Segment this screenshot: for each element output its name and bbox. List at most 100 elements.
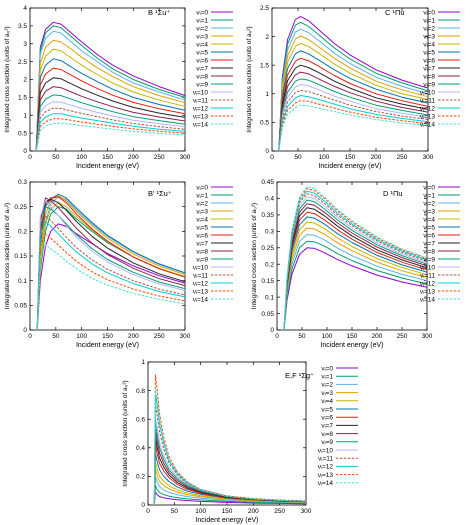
y-tick-label: 0.6 xyxy=(136,416,145,423)
y-tick-label: 2.5 xyxy=(18,59,27,66)
series-line-v1 xyxy=(35,25,186,152)
plot-frame xyxy=(29,181,186,331)
legend-label-v12: νᵢ=12 xyxy=(193,280,209,287)
chart-panel-4: 0 50 100 150 200 250 300 0 0.05 0.1 0.15 0.2 0.25 0.3… xyxy=(251,179,460,349)
y-tick-label: 0.4 xyxy=(265,196,274,203)
series-line-v12 xyxy=(36,221,186,331)
y-tick-label: 0.5 xyxy=(260,120,269,127)
y-tick-label: 0.25 xyxy=(14,204,27,211)
series-line-v11 xyxy=(36,215,186,331)
y-tick-label: 0.35 xyxy=(261,212,274,219)
series-line-v11 xyxy=(278,89,429,152)
x-tick-label: 300 xyxy=(180,333,191,340)
x-tick-label: 150 xyxy=(222,508,233,515)
chart-panel-3: 0 50 100 150 200 250 300 0 0.05 0.1 0.15 0.2 0.25 0.3… xyxy=(4,179,233,349)
y-tick-label: 0.05 xyxy=(261,311,274,318)
legend-label-v6: νᵢ=6 xyxy=(196,57,208,64)
legend-label-v14: νᵢ=14 xyxy=(318,480,334,487)
series-line-v3 xyxy=(283,227,428,331)
legend-label-v8: νᵢ=8 xyxy=(196,248,208,255)
legend-label-v4: νᵢ=4 xyxy=(196,216,208,223)
series-line-v4 xyxy=(278,43,429,152)
series-line-v10 xyxy=(35,101,186,152)
legend-label-v11: νᵢ=11 xyxy=(318,456,333,463)
legend-label-v3: νᵢ=3 xyxy=(196,208,208,215)
y-tick-label: 0.15 xyxy=(261,278,274,285)
series-line-v12 xyxy=(35,113,186,152)
legend-label-v13: νᵢ=13 xyxy=(420,113,436,120)
legend-label-v9: νᵢ=9 xyxy=(423,256,435,263)
panel-title: E,F ¹Σg⁺ xyxy=(285,371,314,380)
legend-label-v6: νᵢ=6 xyxy=(423,232,435,239)
legend-label-v11: νᵢ=11 xyxy=(193,272,208,279)
y-axis-label: Integrated cross section (units of a₀²) xyxy=(122,380,129,486)
series-line-v14 xyxy=(278,104,429,152)
series-line-v6 xyxy=(278,57,429,152)
chart-panel-2: 0 50 100 150 200 250 300 0 0.5 1 1.5 2 2.5 Incident e… xyxy=(246,5,460,170)
y-tick-label: 0.3 xyxy=(18,179,27,186)
legend-label-v9: νᵢ=9 xyxy=(196,81,208,88)
y-tick-label: 0 xyxy=(23,148,27,155)
legend-label-v7: νᵢ=7 xyxy=(196,240,208,247)
series-line-v0 xyxy=(278,16,429,152)
legend-label-v12: νᵢ=12 xyxy=(318,464,334,471)
series-line-v13 xyxy=(283,188,428,331)
legend-label-v4: νᵢ=4 xyxy=(196,41,208,48)
legend-label-v14: νᵢ=14 xyxy=(193,121,209,128)
y-tick-label: 0.1 xyxy=(265,294,274,301)
legend-label-v13: νᵢ=13 xyxy=(193,288,209,295)
y-tick-label: 4 xyxy=(23,5,27,12)
panel-title: C ¹Πu xyxy=(385,8,405,17)
legend-label-v3: νᵢ=3 xyxy=(196,33,208,40)
series-line-v1 xyxy=(153,485,307,506)
series-line-v7 xyxy=(35,77,186,152)
legend-label-v0: νᵢ=0 xyxy=(423,184,435,191)
y-tick-label: 0.8 xyxy=(136,388,145,395)
series-line-v14 xyxy=(36,244,186,331)
series-line-v1 xyxy=(283,240,428,331)
x-tick-label: 100 xyxy=(195,508,206,515)
series-line-v0 xyxy=(153,491,307,506)
x-axis-label: Incident energy (eV) xyxy=(76,342,139,349)
series-line-v0 xyxy=(283,247,428,331)
x-tick-label: 100 xyxy=(322,333,333,340)
legend-label-v9: νᵢ=9 xyxy=(321,439,333,446)
x-tick-label: 200 xyxy=(128,154,139,161)
legend-label-v14: νᵢ=14 xyxy=(420,296,436,303)
legend-label-v5: νᵢ=5 xyxy=(321,406,333,413)
y-tick-label: 0.2 xyxy=(136,474,145,481)
legend-label-v3: νᵢ=3 xyxy=(321,390,333,397)
series-line-v14 xyxy=(283,186,428,331)
legend-label-v6: νᵢ=6 xyxy=(423,57,435,64)
y-tick-label: 0.05 xyxy=(14,303,27,310)
legend-label-v5: νᵢ=5 xyxy=(423,49,435,56)
series-line-v2 xyxy=(283,234,428,331)
y-axis-label: Integrated cross section (units of a₀²) xyxy=(4,203,11,309)
legend-label-v9: νᵢ=9 xyxy=(196,256,208,263)
x-tick-label: 150 xyxy=(347,333,358,340)
series-line-v5 xyxy=(278,50,429,152)
x-tick-label: 0 xyxy=(275,333,279,340)
legend-label-v8: νᵢ=8 xyxy=(423,248,435,255)
x-tick-label: 200 xyxy=(128,333,139,340)
series-line-v13 xyxy=(153,374,307,506)
legend-label-v8: νᵢ=8 xyxy=(196,73,208,80)
legend-label-v12: νᵢ=12 xyxy=(420,280,436,287)
legend-label-v8: νᵢ=8 xyxy=(321,431,333,438)
series-line-v12 xyxy=(278,95,429,152)
y-tick-label: 0.15 xyxy=(14,253,27,260)
y-tick-label: 2.5 xyxy=(260,5,269,12)
legend-label-v2: νᵢ=2 xyxy=(196,25,208,32)
series-line-v13 xyxy=(36,233,186,331)
legend-label-v8: νᵢ=8 xyxy=(423,73,435,80)
x-axis-label: Incident energy (eV) xyxy=(195,517,258,524)
legend-label-v9: νᵢ=9 xyxy=(423,81,435,88)
series-line-v5 xyxy=(35,58,186,152)
legend-label-v4: νᵢ=4 xyxy=(321,398,333,405)
series-line-v5 xyxy=(283,216,428,331)
x-tick-label: 0 xyxy=(270,154,274,161)
legend-label-v0: νᵢ=0 xyxy=(196,184,208,191)
series-line-v1 xyxy=(278,21,429,152)
x-tick-label: 0 xyxy=(146,508,150,515)
